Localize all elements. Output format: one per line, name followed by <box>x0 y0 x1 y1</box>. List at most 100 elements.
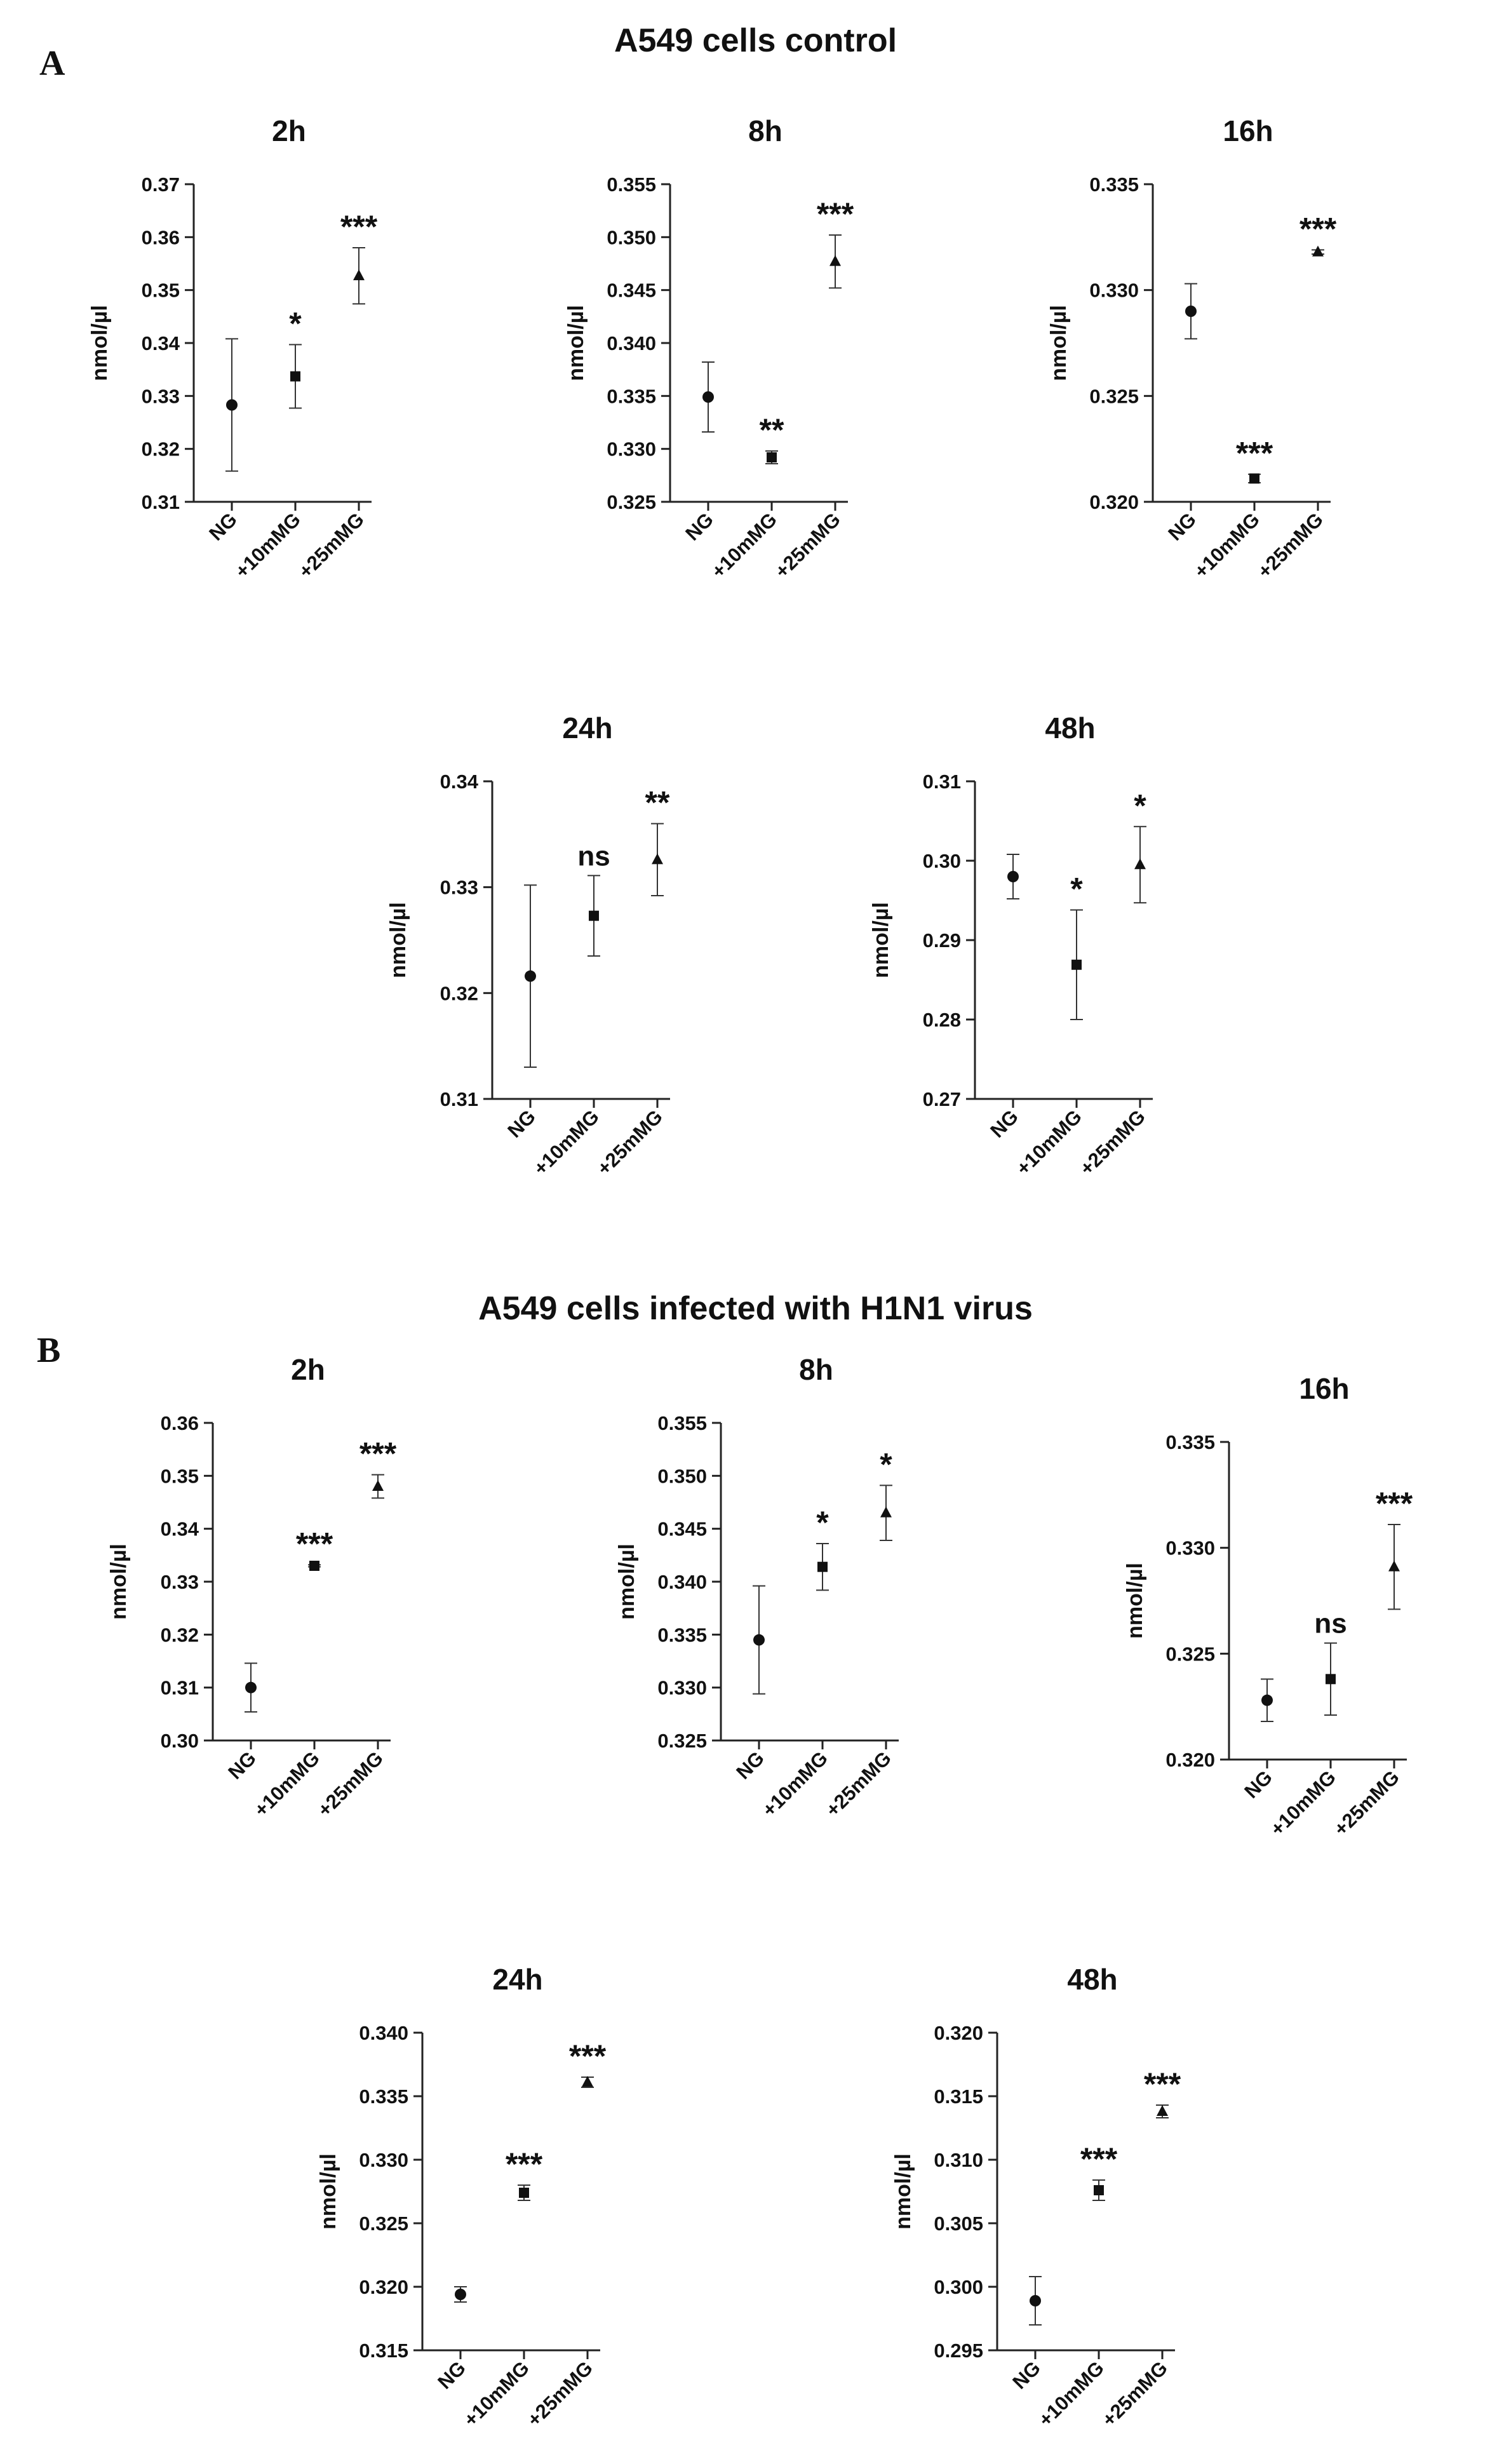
x-tick-label: +10mMG <box>758 1747 832 1821</box>
data-point-2 <box>880 1506 892 1518</box>
y-tick-label: 0.330 <box>359 2149 408 2171</box>
y-tick-label: 0.36 <box>142 226 180 248</box>
x-tick-label: NG <box>224 1747 260 1784</box>
chart-b-24h: 24h nmol/µl 0.315 0.320 0.325 0.330 0.335 0.340… <box>316 1963 607 2431</box>
y-tick-label: 0.335 <box>1165 1431 1215 1453</box>
data-point-1 <box>309 1561 319 1571</box>
y-tick-label: 0.325 <box>607 491 656 513</box>
y-axis-label: nmol/µl <box>1047 305 1071 381</box>
y-tick-label: 0.30 <box>923 850 961 872</box>
y-tick-label: 0.335 <box>359 2085 408 2108</box>
data-point-1 <box>1094 2185 1104 2195</box>
chart-a-16h: 16h nmol/µl 0.320 0.325 0.330 0.335 NG+10mMG **… <box>1047 114 1337 582</box>
panel-letter-a: A <box>39 44 65 83</box>
x-tick-label: NG <box>986 1105 1023 1142</box>
y-tick-label: 0.330 <box>1089 279 1139 302</box>
x-tick-label: NG <box>433 2357 470 2393</box>
x-tick-label: +10mMG <box>1012 1105 1086 1180</box>
significance-label: *** <box>1299 211 1337 246</box>
significance-label: *** <box>1080 2141 1118 2177</box>
y-tick-label: 0.335 <box>1089 173 1139 196</box>
chart-title: 48h <box>1067 1963 1117 1996</box>
data-point-2 <box>372 1480 384 1491</box>
y-tick-label: 0.34 <box>142 332 180 354</box>
x-tick-label: +10mMG <box>250 1747 324 1821</box>
y-tick-label: 0.350 <box>607 226 656 248</box>
y-tick-label: 0.320 <box>359 2276 408 2298</box>
x-tick-label: NG <box>205 508 241 545</box>
y-tick-label: 0.27 <box>923 1088 961 1110</box>
y-tick-label: 0.305 <box>934 2212 983 2235</box>
y-tick-label: 0.340 <box>657 1571 707 1593</box>
data-point-1 <box>290 371 300 382</box>
significance-label: *** <box>569 2038 607 2074</box>
y-tick-label: 0.31 <box>440 1088 478 1110</box>
y-tick-label: 0.30 <box>161 1730 199 1752</box>
x-tick-label: +10mMG <box>231 508 305 582</box>
data-point-0 <box>702 391 714 403</box>
chart-a-2h: 2hnmol/µl0.310.320.330.340.350.360.37NG+… <box>88 114 378 582</box>
significance-label: *** <box>817 196 854 232</box>
y-tick-label: 0.355 <box>657 1412 707 1434</box>
x-tick-label: NG <box>681 508 718 545</box>
x-tick-label: NG <box>1240 1766 1277 1803</box>
chart-title: 48h <box>1045 711 1095 744</box>
panel-letter-b: B <box>37 1331 61 1370</box>
x-tick-label: +10mMG <box>459 2357 534 2431</box>
y-tick-label: 0.330 <box>607 438 656 461</box>
significance-label: ** <box>760 412 784 448</box>
data-point-2 <box>829 255 841 266</box>
x-tick-label: NG <box>503 1105 540 1142</box>
y-tick-label: 0.33 <box>161 1571 199 1593</box>
y-tick-label: 0.32 <box>142 438 180 461</box>
data-point-1 <box>589 910 599 921</box>
y-axis-label: nmol/µl <box>88 305 112 381</box>
data-point-2 <box>652 853 663 865</box>
data-point-0 <box>753 1634 765 1646</box>
chart-b-48h: 48h nmol/µl 0.295 0.300 0.305 0.310 0.315 0.320… <box>891 1963 1181 2431</box>
data-point-2 <box>1157 2105 1168 2116</box>
significance-label: *** <box>1236 436 1273 471</box>
data-point-1 <box>1071 959 1082 970</box>
significance-label: * <box>1134 788 1146 823</box>
significance-label: * <box>880 1446 892 1482</box>
chart-title: 2h <box>272 114 306 147</box>
y-axis-label: nmol/µl <box>615 1544 639 1620</box>
chart-title: 2h <box>291 1353 325 1386</box>
x-tick-label: +25mMG <box>1098 2357 1172 2431</box>
x-tick-label: +10mMG <box>1190 508 1264 582</box>
significance-label: * <box>816 1505 829 1540</box>
y-tick-label: 0.325 <box>657 1730 707 1752</box>
data-point-2 <box>1134 858 1146 870</box>
y-tick-label: 0.320 <box>934 2022 983 2044</box>
significance-label: ns <box>1314 1608 1346 1639</box>
x-tick-label: +25mMG <box>1253 508 1327 582</box>
significance-label: *** <box>340 209 378 245</box>
chart-a-24h: 24h nmol/µl 0.31 0.32 0.33 0.34 NG+10mMG ns +25m… <box>386 711 670 1180</box>
significance-label: ns <box>577 840 610 872</box>
data-point-1 <box>817 1561 828 1572</box>
x-tick-label: +25mMG <box>294 508 368 582</box>
x-tick-label: +10mMG <box>1034 2357 1108 2431</box>
data-point-2 <box>582 2076 593 2087</box>
data-point-0 <box>226 399 238 411</box>
significance-label: *** <box>1144 2066 1181 2102</box>
significance-label: *** <box>1376 1486 1413 1521</box>
x-tick-label: +10mMG <box>529 1105 603 1180</box>
y-tick-label: 0.315 <box>359 2339 408 2362</box>
significance-label: ** <box>645 785 670 821</box>
y-tick-label: 0.320 <box>1165 1749 1215 1771</box>
y-axis-label: nmol/µl <box>386 902 410 978</box>
y-tick-label: 0.340 <box>359 2022 408 2044</box>
chart-title: 16h <box>1223 114 1273 147</box>
y-tick-label: 0.325 <box>359 2212 408 2235</box>
significance-label: * <box>1070 872 1083 907</box>
chart-title: 16h <box>1299 1372 1349 1405</box>
y-tick-label: 0.320 <box>1089 491 1139 513</box>
data-point-1 <box>1249 473 1259 484</box>
y-tick-label: 0.31 <box>923 771 961 793</box>
y-tick-label: 0.28 <box>923 1009 961 1031</box>
y-tick-label: 0.33 <box>142 385 180 407</box>
y-tick-label: 0.300 <box>934 2276 983 2298</box>
y-tick-label: 0.310 <box>934 2149 983 2171</box>
